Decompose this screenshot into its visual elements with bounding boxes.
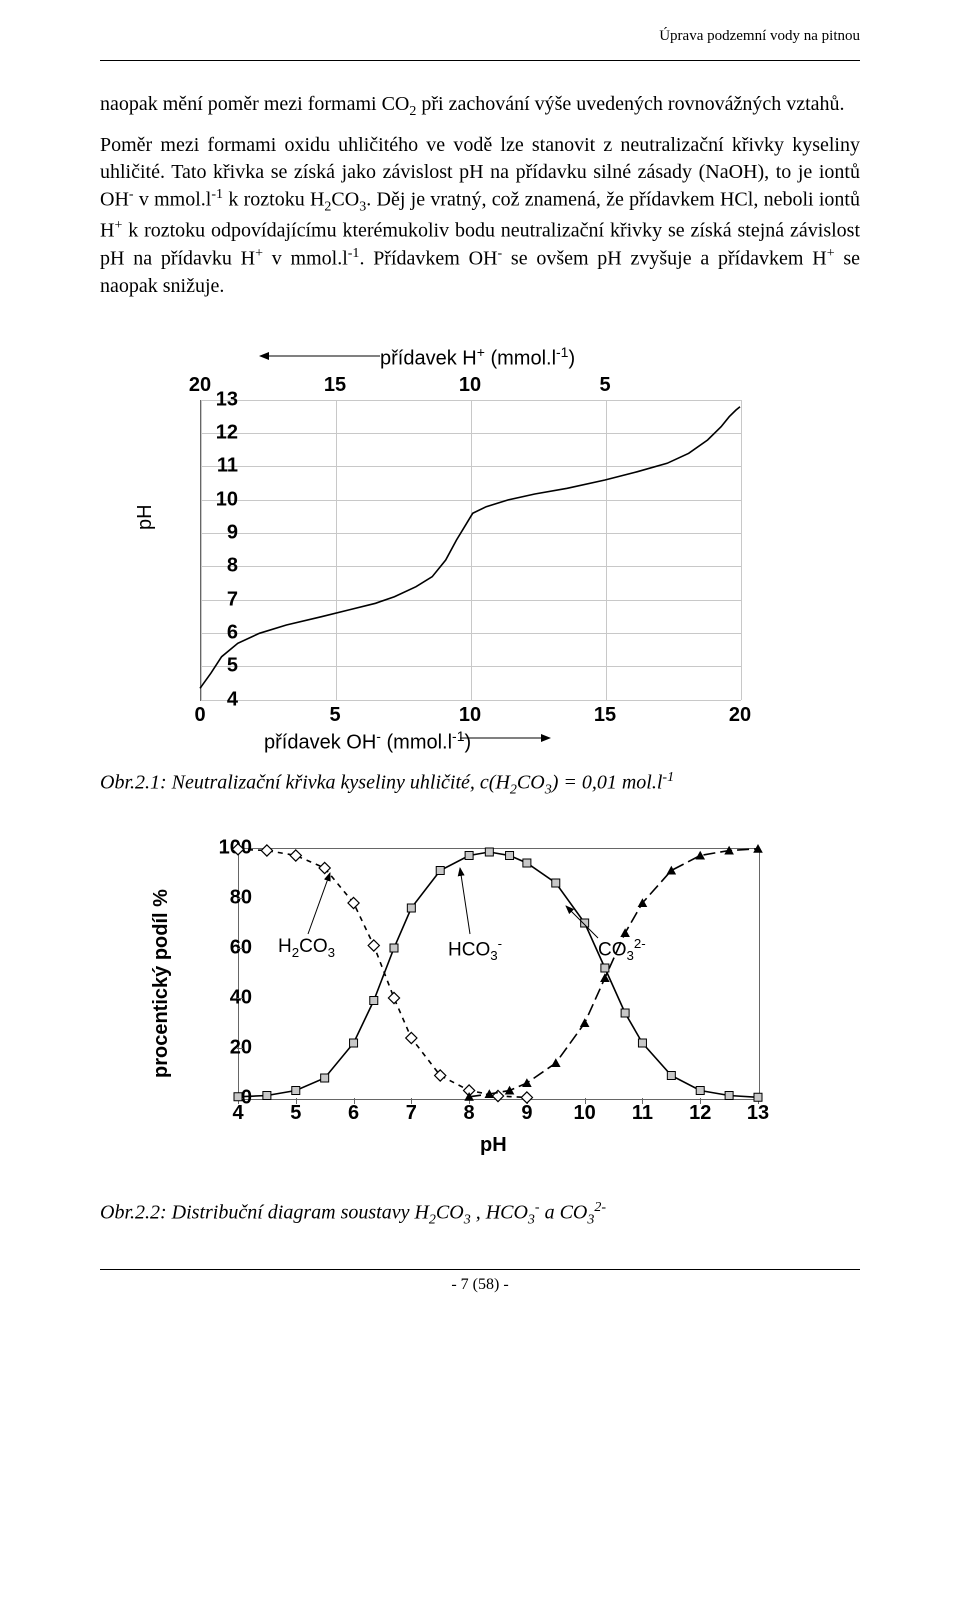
chart2-xtick: 10 (574, 1102, 596, 1125)
chart2-xtick: 7 (406, 1102, 417, 1125)
chart2-serieslabel-H2CO3: H2CO3 (278, 936, 335, 960)
footer-rule (100, 1269, 860, 1270)
chart2-xlabel: pH (480, 1134, 507, 1157)
figure-1: 45678910111213051015202015105pHpřídavek … (130, 330, 790, 760)
paragraph-1: naopak mění poměr mezi formami CO2 při z… (100, 91, 860, 122)
chart1-xlabel: přídavek OH- (mmol.l-1) (264, 728, 471, 755)
chart1-x2tick: 10 (459, 374, 481, 397)
chart2-ytick: 100 (202, 837, 252, 860)
chart1-x2tick: 20 (189, 374, 211, 397)
caption-1: Obr.2.1: Neutralizační křivka kyseliny u… (100, 770, 860, 799)
chart1-xtick: 15 (594, 704, 616, 727)
chart2-ytick: 40 (202, 987, 252, 1010)
chart2-ytick: 0 (202, 1087, 252, 1110)
chart1-ytick: 12 (198, 422, 238, 445)
paragraph-2: Poměr mezi formami oxidu uhličitého ve v… (100, 132, 860, 300)
header-rule (100, 60, 860, 61)
page-footer: - 7 (58) - (100, 1276, 860, 1294)
chart1-xtick: 10 (459, 704, 481, 727)
chart1-xtick: 0 (194, 704, 205, 727)
chart2-xtick: 13 (747, 1102, 769, 1125)
chart1-ytick: 10 (198, 488, 238, 511)
chart1-x2tick: 15 (324, 374, 346, 397)
chart1-toplabel: přídavek H+ (mmol.l-1) (380, 344, 575, 371)
chart1-x2tick: 5 (599, 374, 610, 397)
chart2-xtick: 8 (464, 1102, 475, 1125)
chart1-ytick: 6 (198, 622, 238, 645)
caption-2: Obr.2.2: Distribuční diagram soustavy H2… (100, 1200, 860, 1229)
chart2-serieslabel-CO3: CO32- (598, 936, 646, 963)
chart1-xtick: 5 (329, 704, 340, 727)
chart2-xtick: 9 (521, 1102, 532, 1125)
chart2-xtick: 5 (290, 1102, 301, 1125)
chart1-ytick: 7 (198, 588, 238, 611)
figure-2: 0 20 40 60 80 100 4 5 6 7 8 9 10 11 12 13 procentický po… (150, 838, 790, 1178)
chart2-ylabel: procentický podíl % (150, 889, 173, 1078)
running-header: Úprava podzemní vody na pitnou (659, 28, 860, 45)
chart2-serieslabel-HCO3: HCO3- (448, 936, 502, 963)
chart1-xtick: 20 (729, 704, 751, 727)
chart2-ytick: 20 (202, 1037, 252, 1060)
chart2-ytick: 80 (202, 887, 252, 910)
chart2-xtick: 12 (689, 1102, 711, 1125)
chart1-ylabel: pH (134, 504, 157, 530)
chart1-ytick: 5 (198, 655, 238, 678)
chart2-xtick: 6 (348, 1102, 359, 1125)
chart1-ytick: 11 (198, 455, 238, 478)
chart2-ytick: 60 (202, 937, 252, 960)
chart1-ytick: 8 (198, 555, 238, 578)
chart2-xtick: 4 (232, 1102, 243, 1125)
chart1-ytick: 9 (198, 522, 238, 545)
chart2-xtick: 11 (632, 1102, 653, 1125)
